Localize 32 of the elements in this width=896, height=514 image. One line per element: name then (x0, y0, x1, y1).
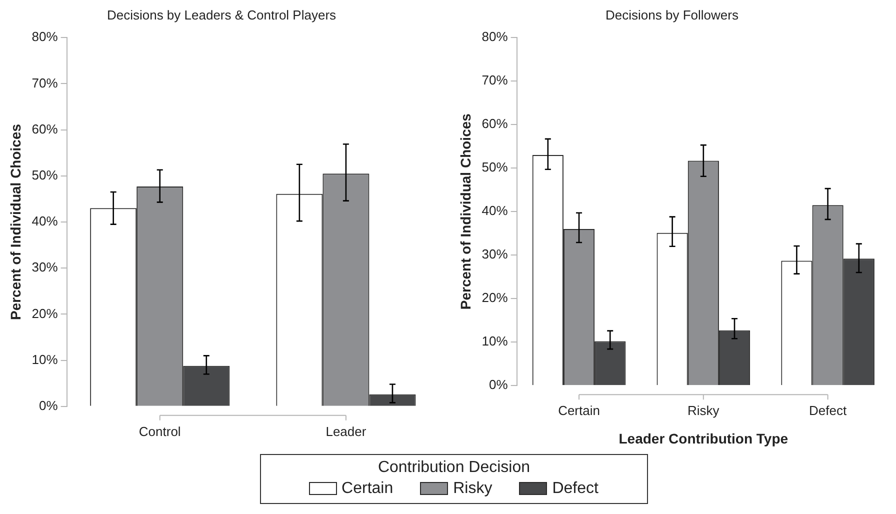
y-tick-label: 30% (482, 246, 508, 262)
x-tick-label: Risky (688, 402, 720, 418)
y-tick-label: 80% (32, 29, 58, 44)
y-axis-title: Percent of Individual Choices (7, 124, 24, 320)
legend-label: Certain (340, 480, 394, 498)
x-tick-label: Certain (558, 402, 600, 418)
x-tick-label: Leader (326, 424, 367, 439)
y-tick-label: 10% (32, 352, 58, 367)
y-axis-title: Percent of Individual Choices (457, 113, 474, 310)
y-tick-label: 60% (32, 121, 58, 136)
y-tick-label: 40% (32, 214, 58, 229)
x-axis-title: Leader Contribution Type (618, 430, 788, 446)
y-tick-label: 20% (32, 306, 58, 321)
legend-label: Defect (551, 480, 598, 498)
legend-label: Risky (452, 480, 492, 498)
y-tick-label: 60% (482, 116, 508, 132)
y-tick-label: 0% (39, 398, 58, 413)
y-tick-label: 0% (489, 377, 508, 392)
y-tick-label: 50% (482, 160, 508, 175)
y-tick-label: 20% (482, 290, 508, 306)
y-tick-label: 70% (482, 72, 508, 88)
y-tick-label: 40% (482, 203, 508, 218)
chart-title: Decisions by Followers (606, 7, 739, 22)
chart-title: Decisions by Leaders & Control Players (106, 7, 337, 22)
x-tick-label: Defect (809, 402, 847, 418)
y-tick-label: 50% (32, 167, 58, 182)
legend-title: Contribution Decision (376, 459, 532, 477)
y-tick-label: 30% (32, 260, 58, 275)
y-tick-label: 80% (482, 29, 508, 44)
y-tick-label: 10% (482, 334, 508, 349)
x-tick-label: Control (138, 424, 181, 439)
y-tick-label: 70% (32, 75, 58, 90)
